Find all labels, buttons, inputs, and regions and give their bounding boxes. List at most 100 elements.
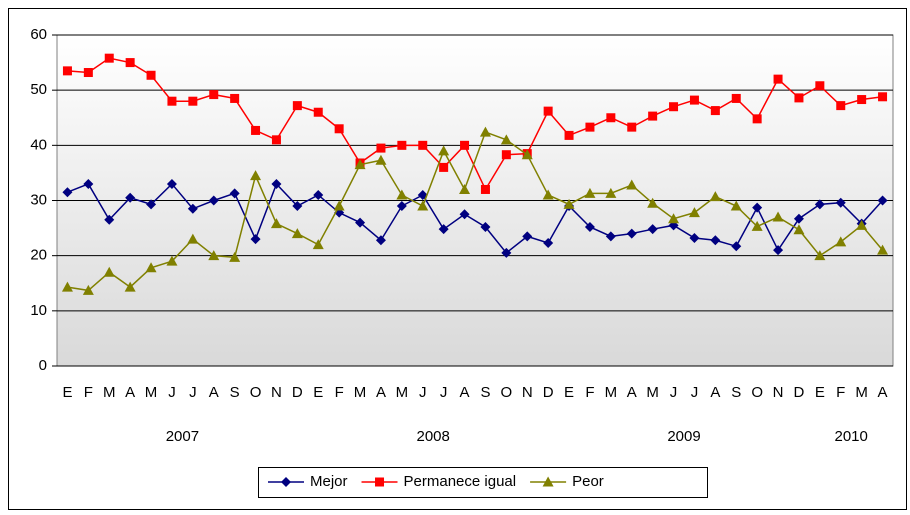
- marker: [208, 250, 220, 261]
- x-tick-label: A: [376, 384, 386, 401]
- x-tick-label: O: [751, 384, 763, 401]
- x-tick-label: D: [543, 384, 554, 401]
- marker: [501, 247, 512, 258]
- marker: [501, 150, 511, 160]
- marker: [270, 218, 282, 229]
- legend: [258, 467, 708, 498]
- marker: [376, 143, 386, 153]
- marker: [104, 214, 115, 225]
- legend-label: Permanece igual: [404, 473, 517, 490]
- x-tick-label: J: [419, 384, 427, 401]
- marker: [333, 200, 345, 211]
- x-tick-label: A: [627, 384, 637, 401]
- marker: [187, 203, 198, 214]
- marker: [166, 255, 178, 266]
- x-tick-label: E: [313, 384, 323, 401]
- marker: [585, 122, 595, 132]
- marker: [773, 245, 784, 256]
- marker: [250, 234, 261, 245]
- marker: [500, 134, 512, 145]
- marker: [584, 187, 596, 198]
- x-tick-label: A: [460, 384, 470, 401]
- x-tick-label: E: [815, 384, 825, 401]
- marker: [688, 207, 700, 218]
- marker: [835, 236, 847, 247]
- marker: [439, 162, 449, 172]
- x-tick-label: S: [480, 384, 490, 401]
- marker: [751, 220, 763, 231]
- x-tick-label: F: [585, 384, 594, 401]
- series-line: [67, 182, 884, 254]
- marker: [83, 178, 94, 189]
- x-tick-label: A: [209, 384, 219, 401]
- marker: [281, 477, 291, 487]
- marker: [814, 250, 826, 261]
- marker: [271, 178, 282, 189]
- marker: [125, 58, 135, 68]
- marker: [522, 231, 533, 242]
- marker: [83, 68, 93, 78]
- marker: [229, 251, 241, 262]
- x-tick-label: J: [189, 384, 197, 401]
- marker: [209, 90, 219, 100]
- x-tick-label: J: [440, 384, 448, 401]
- marker: [271, 135, 281, 145]
- year-label: 2007: [166, 428, 199, 445]
- marker: [543, 106, 553, 116]
- x-tick-label: S: [731, 384, 741, 401]
- y-tick-label: 30: [30, 191, 47, 208]
- marker: [146, 70, 156, 80]
- legend-label: Mejor: [310, 473, 348, 490]
- marker: [689, 233, 700, 244]
- x-tick-label: D: [794, 384, 805, 401]
- marker: [124, 281, 136, 292]
- marker: [355, 217, 366, 228]
- x-tick-label: J: [168, 384, 176, 401]
- marker: [375, 477, 385, 487]
- y-tick-label: 10: [30, 302, 47, 319]
- marker: [605, 187, 617, 198]
- year-label: 2008: [417, 428, 450, 445]
- marker: [82, 284, 94, 295]
- marker: [669, 102, 679, 112]
- marker: [563, 198, 575, 209]
- marker: [104, 53, 114, 63]
- x-tick-label: N: [522, 384, 533, 401]
- marker: [418, 140, 428, 150]
- marker: [564, 130, 574, 140]
- marker: [542, 476, 554, 487]
- x-tick-label: O: [501, 384, 513, 401]
- marker: [145, 262, 157, 273]
- marker: [605, 231, 616, 242]
- y-tick-label: 20: [30, 247, 47, 264]
- series-line: [67, 131, 884, 292]
- marker: [857, 95, 867, 105]
- x-tick-label: E: [564, 384, 574, 401]
- marker: [584, 221, 595, 232]
- marker: [709, 191, 721, 202]
- series-line: [67, 57, 883, 192]
- marker: [459, 183, 471, 194]
- x-tick-label: F: [836, 384, 845, 401]
- marker: [877, 195, 888, 206]
- marker: [460, 140, 470, 150]
- marker: [878, 92, 888, 102]
- x-tick-label: F: [335, 384, 344, 401]
- x-tick-label: O: [250, 384, 262, 401]
- x-tick-label: N: [773, 384, 784, 401]
- x-tick-label: A: [878, 384, 888, 401]
- marker: [334, 124, 344, 134]
- x-tick-label: A: [710, 384, 720, 401]
- x-tick-label: M: [646, 384, 659, 401]
- marker: [731, 93, 741, 103]
- marker: [313, 107, 323, 117]
- marker: [794, 93, 804, 103]
- x-tick-label: A: [125, 384, 135, 401]
- marker: [521, 149, 533, 160]
- x-tick-label: M: [145, 384, 158, 401]
- marker: [480, 184, 490, 194]
- marker: [731, 241, 742, 252]
- marker: [396, 201, 407, 212]
- x-tick-label: E: [62, 384, 72, 401]
